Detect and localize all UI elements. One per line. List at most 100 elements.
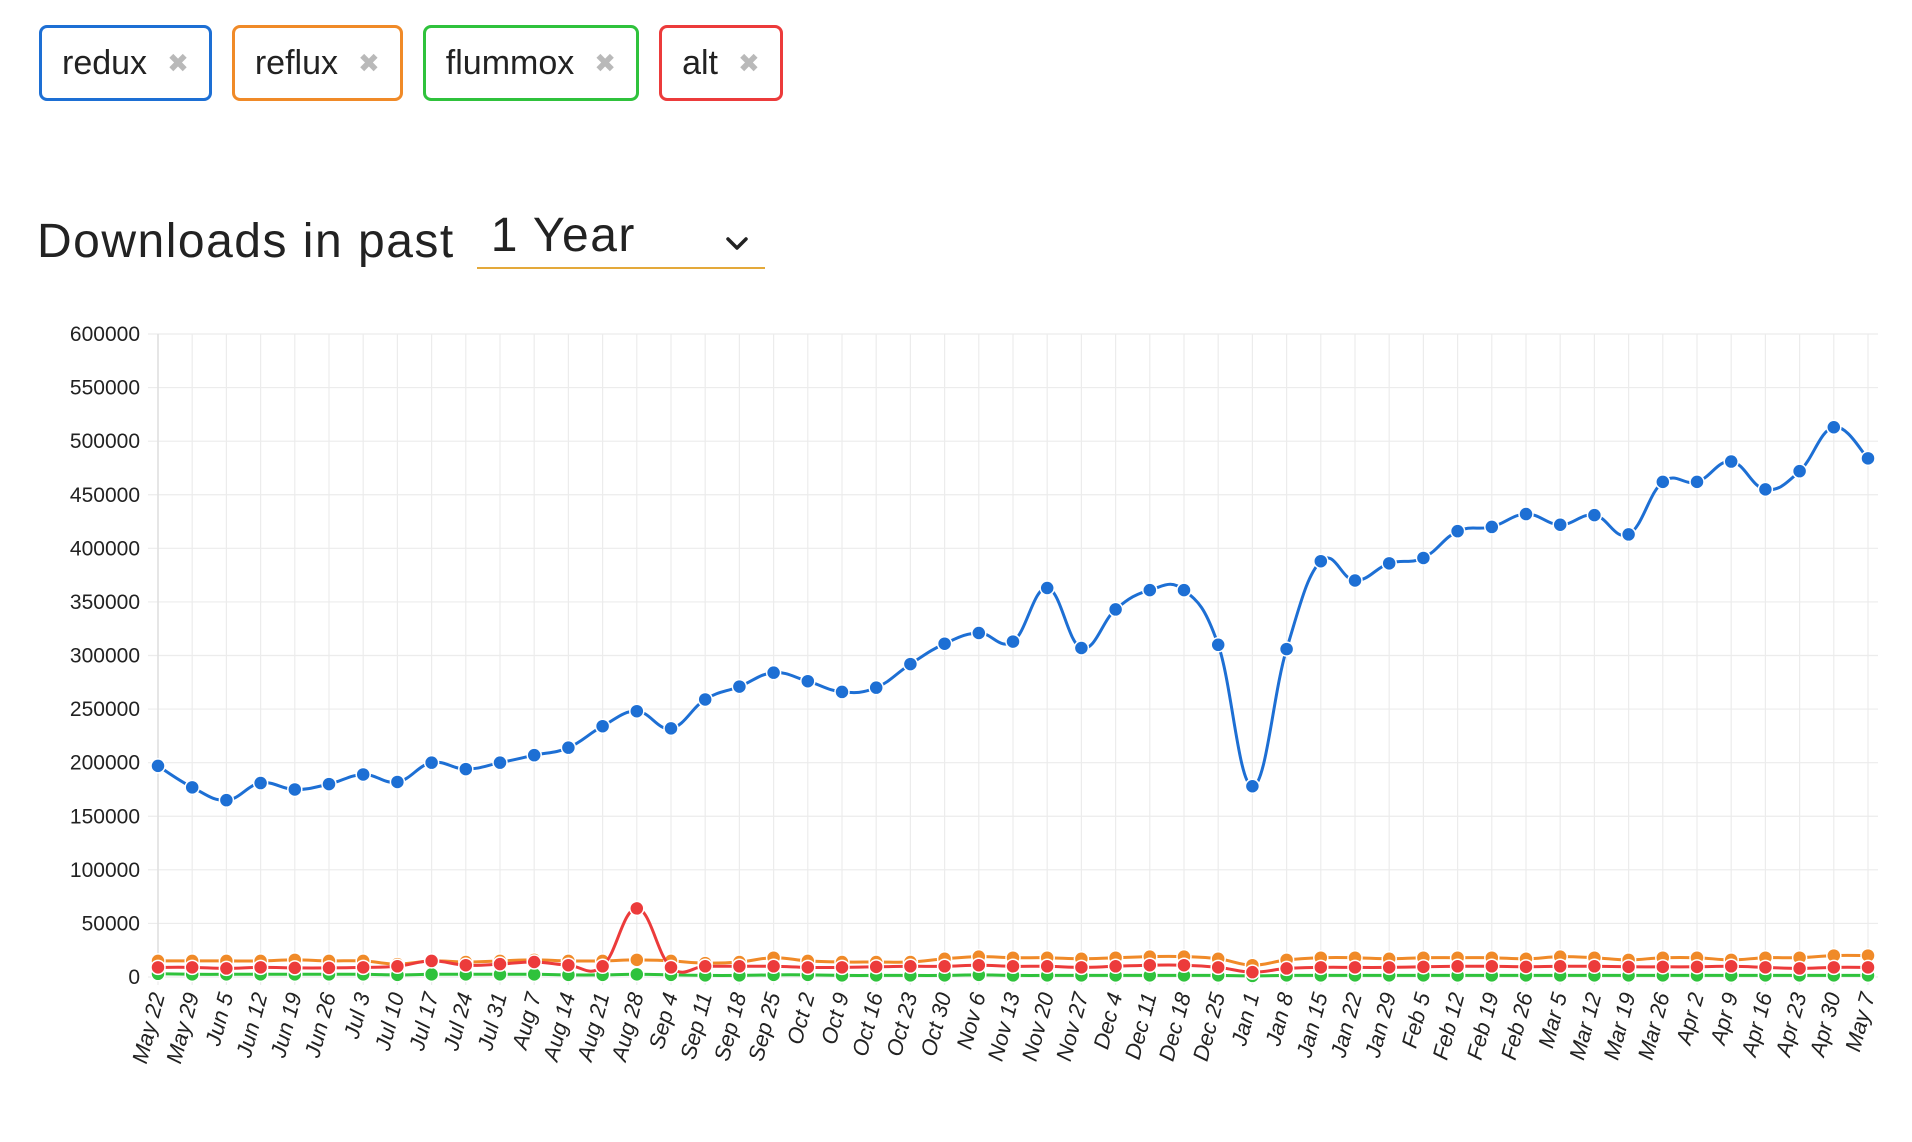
data-point-redux[interactable] <box>1039 580 1055 596</box>
data-point-redux[interactable] <box>1449 523 1466 539</box>
data-point-flummox[interactable] <box>423 966 440 983</box>
data-point-alt[interactable] <box>1073 959 1090 976</box>
data-point-alt[interactable] <box>765 958 782 975</box>
data-point-redux[interactable] <box>1826 419 1842 435</box>
close-icon[interactable]: ✖ <box>594 48 617 78</box>
data-point-redux[interactable] <box>1278 641 1295 657</box>
data-point-alt[interactable] <box>526 954 542 970</box>
data-point-redux[interactable] <box>321 776 337 792</box>
package-tag-alt[interactable]: alt ✖ <box>659 25 783 101</box>
data-point-redux[interactable] <box>902 656 919 672</box>
data-point-alt[interactable] <box>252 959 269 976</box>
data-point-alt[interactable] <box>355 959 371 976</box>
package-tag-flummox[interactable]: flummox ✖ <box>422 25 640 101</box>
data-point-alt[interactable] <box>731 958 748 975</box>
data-point-redux[interactable] <box>731 678 748 695</box>
data-point-alt[interactable] <box>1791 960 1808 977</box>
data-point-redux[interactable] <box>800 673 816 689</box>
data-point-redux[interactable] <box>936 635 953 652</box>
period-select[interactable]: 1 Year <box>476 205 765 269</box>
data-point-alt[interactable] <box>1860 959 1876 976</box>
data-point-redux[interactable] <box>629 703 645 719</box>
data-point-redux[interactable] <box>1142 582 1158 598</box>
data-point-redux[interactable] <box>1620 526 1637 543</box>
data-point-alt[interactable] <box>1176 957 1192 973</box>
data-point-alt[interactable] <box>971 957 987 973</box>
data-point-redux[interactable] <box>150 758 166 774</box>
data-point-alt[interactable] <box>1381 959 1397 976</box>
data-point-alt[interactable] <box>1107 958 1124 975</box>
data-point-alt[interactable] <box>629 900 645 917</box>
data-point-redux[interactable] <box>355 766 371 783</box>
close-icon[interactable]: ✖ <box>167 48 189 78</box>
data-point-redux[interactable] <box>1313 553 1329 569</box>
data-point-alt[interactable] <box>902 958 919 975</box>
data-point-alt[interactable] <box>1655 959 1671 975</box>
data-point-redux[interactable] <box>1244 778 1261 794</box>
data-point-redux[interactable] <box>560 739 577 756</box>
data-point-alt[interactable] <box>1484 958 1500 975</box>
data-point-alt[interactable] <box>834 959 850 976</box>
data-point-redux[interactable] <box>1586 507 1603 523</box>
data-point-redux[interactable] <box>1484 519 1500 535</box>
data-point-alt[interactable] <box>1449 958 1466 975</box>
data-point-redux[interactable] <box>971 625 987 641</box>
data-point-alt[interactable] <box>321 960 337 976</box>
data-point-alt[interactable] <box>1313 959 1329 976</box>
data-point-alt[interactable] <box>697 958 713 975</box>
data-point-alt[interactable] <box>800 959 816 976</box>
data-point-redux[interactable] <box>252 775 269 791</box>
data-point-redux[interactable] <box>697 691 713 708</box>
data-point-redux[interactable] <box>868 679 884 696</box>
data-point-alt[interactable] <box>1142 957 1158 973</box>
data-point-redux[interactable] <box>1518 506 1534 522</box>
data-point-alt[interactable] <box>1347 959 1363 976</box>
data-point-alt[interactable] <box>1039 958 1055 975</box>
data-point-alt[interactable] <box>594 958 611 975</box>
close-icon[interactable]: ✖ <box>737 48 760 78</box>
data-point-alt[interactable] <box>1723 958 1739 975</box>
data-point-alt[interactable] <box>1689 959 1705 975</box>
data-point-redux[interactable] <box>458 761 474 777</box>
data-point-alt[interactable] <box>1586 958 1603 975</box>
data-point-alt[interactable] <box>1620 959 1637 975</box>
data-point-alt[interactable] <box>458 957 474 973</box>
data-point-alt[interactable] <box>1278 960 1295 977</box>
data-point-alt[interactable] <box>389 958 406 975</box>
data-point-redux[interactable] <box>1347 572 1363 589</box>
data-point-redux[interactable] <box>1757 481 1774 498</box>
data-point-alt[interactable] <box>936 958 953 975</box>
data-point-alt[interactable] <box>423 953 440 969</box>
data-point-redux[interactable] <box>287 781 303 798</box>
data-point-alt[interactable] <box>1826 959 1842 976</box>
data-point-redux[interactable] <box>1689 474 1705 490</box>
data-point-redux[interactable] <box>834 684 850 700</box>
data-point-alt[interactable] <box>1415 959 1432 975</box>
data-point-alt[interactable] <box>1210 959 1226 976</box>
data-point-redux[interactable] <box>1381 555 1397 572</box>
data-point-redux[interactable] <box>663 720 679 737</box>
data-point-reflux[interactable] <box>629 952 645 968</box>
data-point-redux[interactable] <box>1005 633 1021 650</box>
data-point-redux[interactable] <box>1552 517 1568 533</box>
data-point-redux[interactable] <box>1860 450 1876 467</box>
package-tag-redux[interactable]: redux ✖ <box>39 25 212 101</box>
data-point-alt[interactable] <box>1757 959 1774 976</box>
data-point-redux[interactable] <box>594 718 611 734</box>
close-icon[interactable]: ✖ <box>358 48 380 78</box>
data-point-redux[interactable] <box>184 779 200 796</box>
data-point-flummox[interactable] <box>629 966 645 983</box>
data-point-alt[interactable] <box>1552 958 1568 975</box>
data-point-redux[interactable] <box>1176 582 1192 598</box>
data-point-alt[interactable] <box>1005 958 1021 975</box>
data-point-alt[interactable] <box>218 960 235 977</box>
data-point-redux[interactable] <box>1723 453 1739 470</box>
data-point-redux[interactable] <box>1073 640 1090 656</box>
data-point-alt[interactable] <box>492 956 508 972</box>
data-point-redux[interactable] <box>765 664 782 681</box>
data-point-redux[interactable] <box>1107 601 1124 618</box>
data-point-alt[interactable] <box>184 959 200 976</box>
data-point-alt[interactable] <box>150 959 166 976</box>
data-point-alt[interactable] <box>1518 959 1534 975</box>
package-tag-reflux[interactable]: reflux ✖ <box>231 25 403 101</box>
